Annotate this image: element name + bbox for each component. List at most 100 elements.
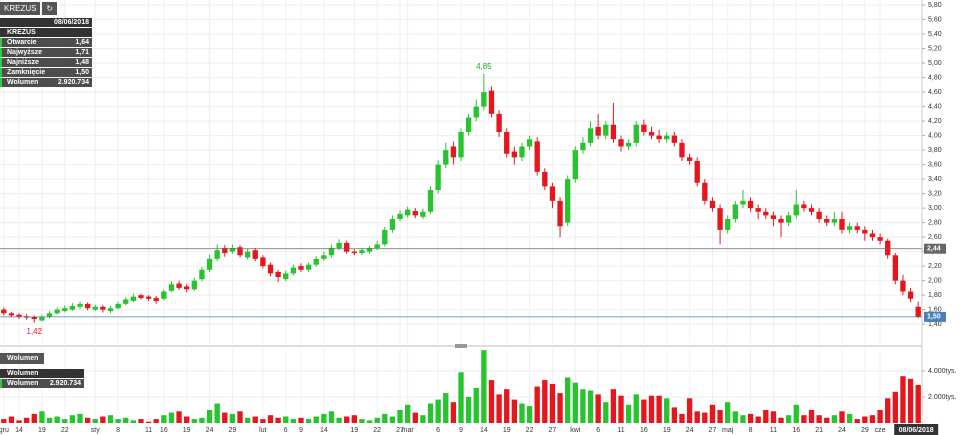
x-tick-label: 6 xyxy=(596,427,600,434)
volume-bar xyxy=(618,395,624,423)
x-tick-label: 11 xyxy=(145,427,152,434)
x-tick-label: 19 xyxy=(38,427,46,434)
candle-body xyxy=(351,251,357,254)
candle-body xyxy=(679,142,685,158)
y-tick-label: 4,80 xyxy=(928,74,942,81)
candle-body xyxy=(641,124,647,132)
info-value: 1,71 xyxy=(75,49,89,56)
y-tick-label: 3,60 xyxy=(928,161,942,168)
candle-body xyxy=(374,244,380,249)
x-tick-label: 14 xyxy=(480,427,488,434)
info-value: 1,48 xyxy=(75,59,89,66)
candle-body xyxy=(458,131,464,158)
candle-body xyxy=(755,208,761,212)
x-tick-label: 27 xyxy=(396,427,404,434)
candle-body xyxy=(763,211,769,216)
x-tick-label: sty xyxy=(91,427,100,434)
y-tick-label: 4,60 xyxy=(928,89,942,96)
y-tick-label: 5,40 xyxy=(928,31,942,38)
candle-body xyxy=(816,211,822,219)
volume-bar xyxy=(595,394,601,423)
volume-bar xyxy=(526,406,533,423)
volume-bar xyxy=(39,411,45,423)
x-tick-label: 29 xyxy=(861,427,869,434)
info-panel: KREZUS ↻ 08/06/2018 KREZUS Otwarcie 1,64 N… xyxy=(0,2,92,87)
x-tick-label: 14 xyxy=(15,427,23,434)
volume-bar xyxy=(46,417,53,423)
volume-bar xyxy=(260,419,266,423)
volume-title: Wolumen xyxy=(0,353,44,364)
price-marker-label: 1,50 xyxy=(927,314,941,321)
volume-bar xyxy=(237,411,243,423)
volume-bar xyxy=(344,416,350,423)
x-tick-label: 27 xyxy=(709,427,717,434)
volume-bar xyxy=(625,404,632,423)
candle-body xyxy=(176,283,182,288)
price-marker-label: 2,44 xyxy=(927,246,941,253)
x-tick-label: 24 xyxy=(838,427,846,434)
x-tick-label: maj xyxy=(722,427,734,434)
x-tick-label: lut xyxy=(259,427,266,434)
volume-bar xyxy=(69,415,76,423)
pane-handle[interactable] xyxy=(455,344,467,348)
candle-body xyxy=(305,264,312,270)
candle-body xyxy=(839,218,845,230)
volume-bar xyxy=(206,409,213,423)
volume-bar xyxy=(161,415,167,423)
info-rows: Otwarcie 1,64 Najwyższe 1,71 Najniższe 1,48 Za… xyxy=(0,38,92,87)
volume-bar xyxy=(580,389,586,423)
candle-body xyxy=(694,160,700,183)
candle-body xyxy=(846,226,853,230)
volume-bar xyxy=(328,411,335,423)
candle-body xyxy=(450,146,457,158)
candle-body xyxy=(168,284,175,291)
candle-body xyxy=(702,182,708,201)
candle-body xyxy=(907,291,914,299)
candle-body xyxy=(587,128,594,143)
x-tick-label: 8 xyxy=(749,427,753,434)
info-row: Najwyższe 1,71 xyxy=(0,48,92,57)
candle-body xyxy=(671,135,678,143)
y-tick-label: 2,60 xyxy=(928,234,942,241)
volume-bar xyxy=(709,404,716,423)
y-tick-label: 2,80 xyxy=(928,219,942,226)
info-row: Najniższe 1,48 xyxy=(0,58,92,67)
y-tick-label: 5,60 xyxy=(928,16,942,23)
candle-body xyxy=(664,135,670,140)
volume-bar xyxy=(587,390,594,423)
candle-body xyxy=(46,313,53,317)
volume-name-row: Wolumen xyxy=(0,369,84,378)
candle-body xyxy=(785,215,792,223)
candle-body xyxy=(366,248,373,252)
volume-bar xyxy=(199,417,205,423)
volume-bar xyxy=(465,396,472,423)
candle-body xyxy=(16,314,22,317)
candle-body xyxy=(610,124,617,140)
candle-body xyxy=(267,264,274,274)
candle-body xyxy=(397,213,403,219)
symbol-button[interactable]: KREZUS xyxy=(0,2,41,15)
volume-bar xyxy=(214,403,220,423)
volume-bar xyxy=(869,415,876,423)
volume-bar xyxy=(290,419,297,423)
volume-label: Wolumen xyxy=(7,370,39,377)
x-tick-label: 9 xyxy=(299,427,303,434)
volume-bar xyxy=(648,395,655,423)
volume-bar xyxy=(168,412,175,423)
x-tick-label: mar xyxy=(402,427,415,434)
volume-bar xyxy=(275,417,281,423)
candle-body xyxy=(801,204,807,209)
candle-body xyxy=(481,92,487,107)
volume-bar xyxy=(763,409,769,423)
candle-body xyxy=(709,200,716,209)
x-tick-label: 16 xyxy=(640,427,648,434)
volume-bar xyxy=(443,393,449,423)
y-tick-label: 4,40 xyxy=(928,103,942,110)
volume-bar xyxy=(473,387,479,423)
volume-bar xyxy=(610,389,617,423)
candle-body xyxy=(625,142,632,147)
refresh-button[interactable]: ↻ xyxy=(42,2,58,15)
x-tick-label: 6 xyxy=(436,427,440,434)
candle-body xyxy=(92,306,98,310)
